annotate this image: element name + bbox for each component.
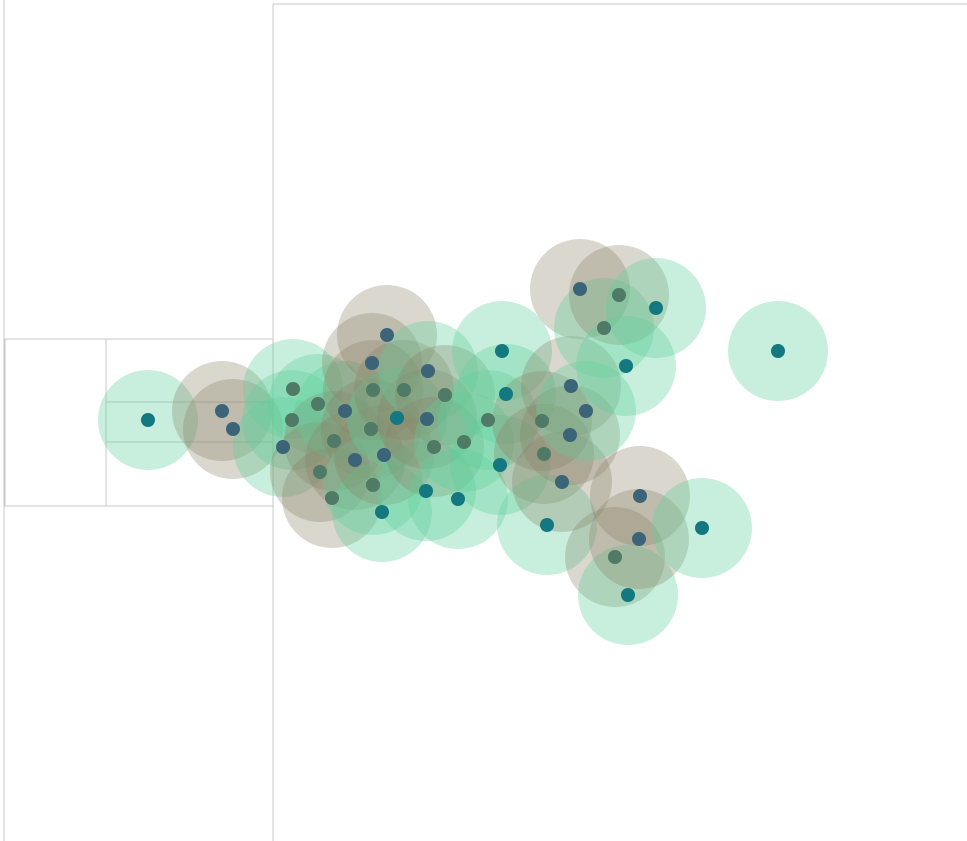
data-point-20 — [390, 411, 404, 425]
data-point-43 — [612, 288, 626, 302]
data-point-42 — [608, 550, 622, 564]
data-point-28 — [457, 435, 471, 449]
data-point-21 — [397, 383, 411, 397]
pitch-lines — [3, 0, 967, 841]
data-point-26 — [438, 388, 452, 402]
data-point-34 — [537, 447, 551, 461]
data-point-7 — [311, 397, 325, 411]
data-point-40 — [579, 404, 593, 418]
data-point-10 — [327, 434, 341, 448]
data-point-15 — [366, 383, 380, 397]
data-point-44 — [619, 359, 633, 373]
data-point-16 — [365, 356, 379, 370]
data-point-12 — [348, 453, 362, 467]
data-point-23 — [420, 412, 434, 426]
data-point-45 — [621, 588, 635, 602]
data-point-35 — [540, 518, 554, 532]
data-point-30 — [493, 458, 507, 472]
data-point-31 — [495, 344, 509, 358]
data-point-50 — [771, 344, 785, 358]
data-point-33 — [535, 414, 549, 428]
data-point-39 — [573, 282, 587, 296]
data-point-38 — [564, 379, 578, 393]
data-point-19 — [380, 328, 394, 342]
data-point-25 — [427, 440, 441, 454]
data-point-32 — [499, 387, 513, 401]
data-point-2 — [215, 404, 229, 418]
data-point-29 — [481, 413, 495, 427]
data-point-27 — [451, 492, 465, 506]
data-point-24 — [421, 364, 435, 378]
data-point-13 — [364, 422, 378, 436]
data-point-4 — [276, 440, 290, 454]
data-point-41 — [597, 321, 611, 335]
goal-area — [105, 401, 274, 443]
point-layer — [141, 282, 785, 602]
data-point-22 — [419, 484, 433, 498]
data-point-11 — [338, 404, 352, 418]
data-point-18 — [377, 448, 391, 462]
data-point-8 — [313, 465, 327, 479]
data-point-6 — [286, 382, 300, 396]
data-point-17 — [375, 505, 389, 519]
data-point-48 — [649, 301, 663, 315]
data-point-46 — [632, 532, 646, 546]
data-point-37 — [563, 428, 577, 442]
data-point-3 — [226, 422, 240, 436]
data-point-14 — [366, 478, 380, 492]
data-point-1 — [141, 413, 155, 427]
data-point-47 — [633, 489, 647, 503]
data-point-5 — [285, 413, 299, 427]
data-point-9 — [325, 491, 339, 505]
data-point-49 — [695, 521, 709, 535]
data-point-36 — [555, 475, 569, 489]
